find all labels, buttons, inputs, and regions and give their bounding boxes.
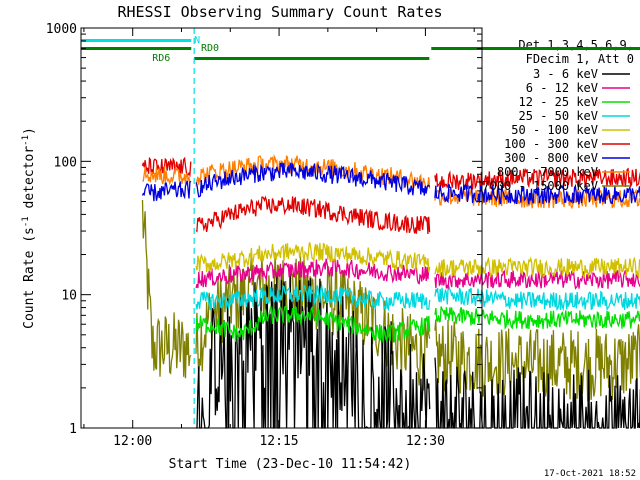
y-tick-label: 1 xyxy=(69,422,77,437)
x-axis-label: Start Time (23-Dec-10 11:54:42) xyxy=(169,457,412,472)
rd6-flag-label: RD6 xyxy=(152,53,170,64)
y-tick-label: 10 xyxy=(61,289,77,304)
rd0-flag-bar xyxy=(431,47,640,50)
legend-entry-label: 6 - 12 keV xyxy=(526,81,598,95)
y-axis-label: Count Rate (s-1 detector-1) xyxy=(21,127,37,329)
series-line-9 xyxy=(141,199,640,402)
n-flag-label: N xyxy=(194,35,200,46)
legend-entry-label: 3 - 6 keV xyxy=(533,67,598,81)
rd6-flag-bar xyxy=(194,57,430,60)
series-line-2 xyxy=(195,257,640,290)
legend-header-line-2: FDecim 1, Att 0 xyxy=(526,52,634,66)
y-tick-label: 1000 xyxy=(46,22,77,37)
x-tick-label: 12:15 xyxy=(259,434,298,449)
chart-title: RHESSI Observing Summary Count Rates xyxy=(117,3,442,21)
x-tick-label: 12:30 xyxy=(406,434,445,449)
series-line-8 xyxy=(142,154,640,210)
generation-timestamp: 17-Oct-2021 18:52 xyxy=(544,469,636,479)
legend-entry-label: 12 - 25 keV xyxy=(519,95,598,109)
x-tick-label: 12:00 xyxy=(113,434,152,449)
legend-entry-label: 800 - 7000 keV xyxy=(497,165,598,179)
series-line-3 xyxy=(195,305,640,343)
series-line-6 xyxy=(141,156,640,235)
legend-entry-label: 100 - 300 keV xyxy=(504,137,598,151)
rd0-flag-label: RD0 xyxy=(201,43,219,54)
legend-entry-label: 7000 - 15000 keV xyxy=(482,179,598,193)
n-flag-bar xyxy=(81,39,192,42)
series-line-5 xyxy=(195,242,640,279)
plot-frame xyxy=(80,27,483,429)
series-line-4 xyxy=(195,284,640,312)
series-line-7 xyxy=(141,162,640,205)
legend-entry-label: 50 - 100 keV xyxy=(511,123,598,137)
y-tick-label: 100 xyxy=(54,155,77,170)
legend-entry-label: 25 - 50 keV xyxy=(519,109,598,123)
rd0-flag-bar xyxy=(81,47,192,50)
legend-entry-label: 300 - 800 keV xyxy=(504,151,598,165)
